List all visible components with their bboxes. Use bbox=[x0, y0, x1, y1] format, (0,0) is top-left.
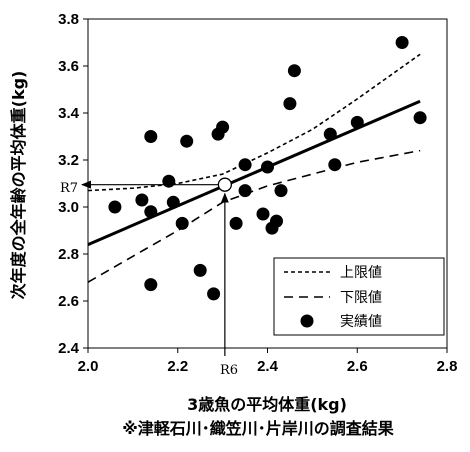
regression-line bbox=[87, 99, 421, 246]
data-point bbox=[108, 200, 122, 214]
y-tick-label: 2.8 bbox=[58, 246, 79, 263]
regression-line-group bbox=[87, 99, 421, 246]
y-tick-label: 3.2 bbox=[58, 152, 79, 169]
x-tick-label: 2.6 bbox=[347, 358, 368, 375]
x-axis-title: 3歳魚の平均体重(kg) bbox=[187, 395, 347, 414]
data-point bbox=[193, 263, 207, 277]
annotation-markers bbox=[81, 177, 233, 356]
x-marker-label: R6 bbox=[220, 363, 238, 378]
y-marker-label: R7 bbox=[60, 181, 78, 196]
y-tick-label: 3.8 bbox=[58, 11, 79, 28]
y-axis-title: 次年度の全年齢の平均体重(kg) bbox=[9, 71, 28, 300]
data-point bbox=[207, 287, 221, 301]
data-point bbox=[261, 160, 274, 174]
y-tick-label: 3.4 bbox=[58, 105, 80, 122]
data-point bbox=[229, 216, 243, 230]
highlight-point bbox=[217, 177, 233, 192]
data-point bbox=[166, 195, 180, 209]
x-axis-ticks: 2.0 2.2 2.4 2.6 2.8 bbox=[78, 348, 458, 375]
data-point bbox=[135, 193, 149, 207]
data-point bbox=[395, 36, 409, 49]
data-point bbox=[144, 130, 158, 143]
y-tick-label: 2.4 bbox=[58, 340, 80, 357]
chart-note: ※津軽石川･織笠川･片岸川の調査結果 bbox=[122, 419, 394, 438]
y-axis-ticks: 2.4 2.6 2.8 3.0 3.2 3.4 3.6 3.8 bbox=[58, 11, 88, 357]
data-point bbox=[144, 205, 158, 219]
data-point bbox=[283, 97, 297, 111]
data-point bbox=[287, 64, 301, 78]
data-point bbox=[180, 134, 194, 148]
data-point bbox=[238, 158, 252, 172]
data-point bbox=[350, 115, 364, 129]
data-point bbox=[256, 207, 270, 221]
y-tick-label: 3.0 bbox=[58, 199, 79, 216]
x-tick-label: 2.8 bbox=[437, 358, 458, 375]
legend-lower-label: 下限値 bbox=[340, 290, 382, 306]
legend-upper-label: 上限値 bbox=[340, 265, 382, 281]
data-point bbox=[162, 174, 176, 188]
x-tick-label: 2.4 bbox=[257, 358, 279, 375]
data-point bbox=[270, 214, 283, 228]
data-point bbox=[323, 127, 337, 141]
legend-actual-swatch bbox=[300, 314, 314, 328]
data-point bbox=[413, 111, 427, 125]
y-tick-label: 3.6 bbox=[58, 58, 79, 75]
confidence-bands bbox=[87, 53, 421, 283]
data-point bbox=[216, 120, 230, 134]
data-point bbox=[328, 158, 342, 172]
legend: 上限値 下限値 実績値 bbox=[273, 257, 445, 336]
upper-limit-line bbox=[87, 53, 421, 192]
y-tick-label: 2.6 bbox=[58, 293, 79, 310]
x-tick-label: 2.2 bbox=[167, 358, 188, 375]
x-tick-label: 2.0 bbox=[78, 358, 99, 375]
legend-actual-label: 実績値 bbox=[340, 314, 382, 330]
data-point bbox=[238, 184, 252, 198]
data-point bbox=[144, 278, 158, 292]
data-point bbox=[175, 216, 189, 230]
data-point bbox=[274, 184, 288, 198]
